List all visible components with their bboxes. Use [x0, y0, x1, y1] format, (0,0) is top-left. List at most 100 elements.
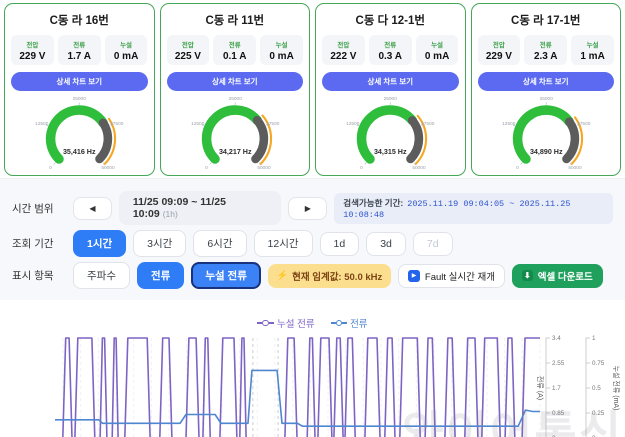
frequency-gauge: 0 12500 25000 37500 50000 35,416 Hz [35, 96, 124, 171]
series-leakage-current [62, 337, 540, 437]
y-axis-tick: 0.85 [552, 410, 565, 417]
period-option-3시간[interactable]: 3시간 [133, 230, 187, 257]
time-range-value: 11/25 09:09 ~ 11/25 10:09 (1h) [118, 191, 282, 225]
stat-box: 전압 222 V [322, 35, 365, 65]
stat-label: 전압 [492, 42, 505, 49]
stat-label: 누설 [120, 42, 133, 49]
control-panel: 시간 범위 ◀ 11/25 09:09 ~ 11/25 10:09 (1h) ▶ … [0, 178, 625, 300]
stat-box: 전류 2.3 A [524, 35, 568, 65]
card-stats: 전압 222 V 전류 0.3 A 누설 0 mA [322, 35, 459, 65]
card-title: C동 다 12-1번 [355, 15, 425, 27]
y-axis-title: 전류 (A) [536, 376, 545, 400]
period-label: 조회 기간 [12, 238, 54, 250]
stat-label: 누설 [586, 42, 599, 49]
download-icon: ⬇ [522, 270, 533, 281]
gauge-tick-label: 25000 [228, 96, 242, 102]
series-current [55, 369, 540, 427]
stat-box: 누설 0 mA [104, 35, 148, 65]
y-axis-tick: 0.25 [592, 410, 605, 417]
detail-chart-button[interactable]: 상세 차트 보기 [11, 72, 148, 91]
device-card: C동 라 16번 전압 229 V 전류 1.7 A 누설 0 mA 상세 차트 보기 0 125… [4, 3, 155, 176]
gauge-value: 35,416 Hz [63, 148, 96, 156]
legend-label: 누설 전류 [276, 319, 315, 330]
detail-chart-button[interactable]: 상세 차트 보기 [477, 72, 614, 91]
next-time-button[interactable]: ▶ [288, 196, 328, 220]
gauge-value: 34,890 Hz [529, 148, 562, 156]
gauge-tick-label: 25000 [539, 96, 553, 102]
card-stats: 전압 229 V 전류 1.7 A 누설 0 mA [11, 35, 148, 65]
gauge-tick-label: 12500 [35, 121, 49, 127]
card-title: C동 라 11번 [205, 15, 265, 27]
stat-value: 0.1 A [222, 51, 247, 62]
period-option-3d[interactable]: 3d [366, 231, 406, 256]
excel-download-label: 엑셀 다운로드 [537, 271, 593, 283]
legend-marker-icon [257, 319, 274, 327]
period-row: 조회 기간 1시간 3시간 6시간 12시간 1d 3d 7d [12, 230, 613, 257]
y-axis-tick: 0.75 [592, 360, 605, 367]
prev-time-button[interactable]: ◀ [73, 196, 112, 220]
display-option-전류[interactable]: 전류 [136, 262, 185, 289]
stat-label: 전류 [539, 42, 552, 49]
fault-resume-button[interactable]: ▶ Fault 실시간 재개 [398, 263, 505, 288]
play-icon: ▶ [408, 269, 420, 282]
detail-chart-button[interactable]: 상세 차트 보기 [322, 72, 459, 91]
y-axis-title: 누설 전류 (mA) [612, 366, 621, 411]
period-buttons: 1시간 3시간 6시간 12시간 1d 3d 7d [73, 230, 453, 257]
display-row: 표시 항목 주파수 전류 누설 전류 ⚡ 현재 임계값: 50.0 kHz ▶ Fa… [12, 262, 613, 289]
excel-download-button[interactable]: ⬇ 엑셀 다운로드 [512, 263, 603, 288]
stat-box: 전류 1.7 A [57, 35, 101, 65]
gauge-tick-label: 37500 [421, 121, 435, 127]
fault-resume-label: Fault 실시간 재개 [424, 271, 495, 283]
card-stats: 전압 229 V 전류 2.3 A 누설 1 mA [477, 35, 615, 65]
y-axis-tick: 1.7 [552, 385, 561, 392]
gauge-tick-label: 25000 [73, 96, 87, 102]
display-option-누설-전류[interactable]: 누설 전류 [191, 262, 261, 289]
stat-label: 전압 [26, 42, 39, 49]
gauge-value: 34,217 Hz [218, 148, 251, 156]
y-axis-tick: 0 [592, 435, 596, 437]
time-range-row: 시간 범위 ◀ 11/25 09:09 ~ 11/25 10:09 (1h) ▶ … [12, 191, 613, 225]
period-option-6시간[interactable]: 6시간 [193, 230, 247, 257]
card-stats: 전압 225 V 전류 0.1 A 누설 0 mA [166, 35, 304, 65]
stat-box: 누설 0 mA [415, 35, 459, 65]
searchable-period-label: 검색가능한 기간: [343, 197, 404, 208]
display-option-주파수[interactable]: 주파수 [73, 262, 130, 289]
gauge-tick-label: 25000 [384, 96, 398, 102]
legend-item-누설-전류[interactable]: 누설 전류 [257, 316, 315, 330]
stat-box: 전류 0.3 A [368, 35, 412, 65]
gauge-tick-label: 50000 [412, 165, 426, 171]
period-option-1d[interactable]: 1d [319, 231, 360, 256]
stat-value: 0.3 A [378, 51, 402, 62]
legend-marker-icon [330, 319, 348, 327]
y-axis-tick: 1 [592, 335, 596, 342]
stat-box: 전압 229 V [477, 35, 521, 65]
y-axis-tick: 0.5 [592, 385, 601, 392]
stat-box: 전류 0.1 A [213, 35, 257, 65]
period-option-12시간[interactable]: 12시간 [253, 230, 313, 257]
gauge-tick-label: 0 [516, 165, 519, 171]
display-label: 표시 항목 [12, 270, 54, 282]
chart-legend: 누설 전류 전류 [0, 316, 625, 330]
stat-label: 누설 [275, 42, 288, 49]
y-axis-tick: 2.55 [552, 360, 565, 367]
stat-value: 1 mA [580, 51, 605, 62]
chart-canvas[interactable]: 11/25 09:1011/25 09:1211/25 09:1411/25 0… [0, 332, 625, 437]
stat-box: 전압 229 V [11, 35, 54, 65]
device-card: C동 라 11번 전압 225 V 전류 0.1 A 누설 0 mA 상세 차트 보기 0 125… [159, 3, 310, 176]
stat-value: 222 V [330, 51, 357, 62]
detail-chart-button[interactable]: 상세 차트 보기 [166, 72, 303, 91]
period-option-1시간[interactable]: 1시간 [73, 230, 127, 257]
time-range-text: 11/25 09:09 ~ 11/25 10:09 [132, 196, 226, 220]
legend-item-전류[interactable]: 전류 [330, 316, 368, 330]
stat-box: 전압 225 V [166, 35, 210, 65]
gauge-tick-label: 50000 [101, 165, 115, 171]
device-card: C동 라 17-1번 전압 229 V 전류 2.3 A 누설 1 mA 상세 차트 보기 0 1… [470, 3, 621, 176]
card-title: C동 라 16번 [49, 15, 109, 27]
stat-value: 2.3 A [533, 51, 558, 62]
device-cards: C동 라 16번 전압 229 V 전류 1.7 A 누설 0 mA 상세 차트 보기 0 125… [0, 0, 625, 178]
stat-value: 1.7 A [67, 51, 91, 62]
gauge-tick-label: 50000 [568, 165, 582, 171]
stat-value: 0 mA [269, 51, 294, 62]
stat-box: 누설 1 mA [571, 35, 614, 65]
